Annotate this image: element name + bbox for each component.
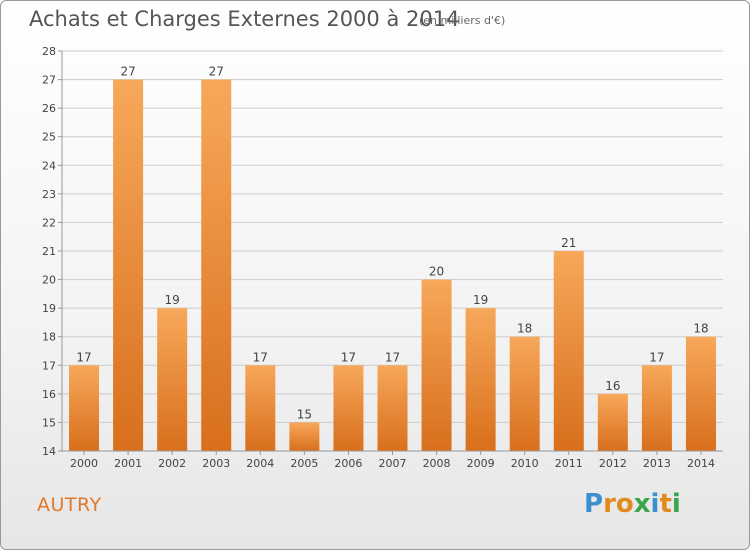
data-label: 16 (605, 379, 620, 393)
y-tick-label: 20 (42, 274, 56, 287)
y-tick-label: 15 (42, 416, 56, 429)
x-tick-label: 2001 (114, 457, 142, 470)
axes: 14 15 16 17 18 19 20 21 22 23 24 25 26 27 28 2000 2001 20… (42, 45, 723, 470)
bar (597, 393, 628, 451)
x-tick-label: 2006 (334, 457, 362, 470)
data-label: 27 (120, 65, 135, 79)
y-tick-label: 18 (42, 331, 56, 344)
bars: 17 27 19 27 17 15 17 17 20 19 18 21 16 17 18 (69, 65, 716, 452)
x-tick-label: 2007 (379, 457, 407, 470)
commune-name: AUTRY (37, 494, 102, 516)
x-tick-label: 2000 (70, 457, 98, 470)
data-label: 20 (429, 265, 444, 279)
data-label: 18 (517, 322, 532, 336)
logo-letter: i (650, 489, 660, 519)
bar (465, 308, 496, 451)
x-tick-label: 2012 (599, 457, 627, 470)
bar (641, 365, 672, 451)
bar (685, 336, 716, 451)
logo-letter: P (584, 489, 604, 519)
y-tick-label: 25 (42, 131, 56, 144)
chart-subtitle: (en milliers d'€) (419, 14, 506, 27)
data-label: 17 (253, 350, 268, 364)
logo-letter: r (603, 489, 616, 519)
x-tick-label: 2013 (643, 457, 671, 470)
y-tick-label: 22 (42, 216, 56, 229)
logo-letter: t (659, 489, 672, 519)
y-tick-label: 28 (42, 45, 56, 58)
bar (377, 365, 408, 451)
x-tick-label: 2004 (246, 457, 274, 470)
y-tick-label: 24 (42, 159, 56, 172)
y-tick-label: 26 (42, 102, 56, 115)
x-tick-label: 2011 (555, 457, 583, 470)
x-tick-label: 2005 (290, 457, 318, 470)
proxiti-logo: Proxiti (584, 489, 681, 519)
y-tick-label: 16 (42, 388, 56, 401)
x-tick-label: 2010 (511, 457, 539, 470)
chart-title: Achats et Charges Externes 2000 à 2014 (29, 7, 460, 31)
y-tick-label: 17 (42, 359, 56, 372)
bar (333, 365, 364, 451)
data-label: 17 (76, 350, 91, 364)
y-tick-label: 14 (42, 445, 56, 458)
y-tick-label: 27 (42, 74, 56, 87)
bar (69, 365, 100, 451)
bar (245, 365, 276, 451)
bar (553, 251, 584, 451)
logo-letter: x (633, 489, 651, 519)
bar (289, 422, 320, 451)
logo-letter: o (615, 489, 634, 519)
x-tick-label: 2008 (423, 457, 451, 470)
data-label: 17 (649, 350, 664, 364)
data-label: 27 (209, 65, 224, 79)
bar (509, 336, 540, 451)
bar (113, 79, 144, 452)
x-tick-label: 2009 (467, 457, 495, 470)
x-tick-label: 2003 (202, 457, 230, 470)
y-tick-label: 19 (42, 302, 56, 315)
data-label: 15 (297, 407, 312, 421)
data-label: 18 (693, 322, 708, 336)
logo-letter: i (671, 489, 681, 519)
bar (201, 79, 232, 452)
data-label: 19 (165, 293, 180, 307)
bar (421, 279, 452, 451)
data-label: 17 (385, 350, 400, 364)
data-label: 17 (341, 350, 356, 364)
bar (157, 308, 188, 451)
y-tick-label: 23 (42, 188, 56, 201)
y-tick-label: 21 (42, 245, 56, 258)
x-tick-label: 2014 (687, 457, 715, 470)
data-label: 21 (561, 236, 576, 250)
x-tick-label: 2002 (158, 457, 186, 470)
data-label: 19 (473, 293, 488, 307)
